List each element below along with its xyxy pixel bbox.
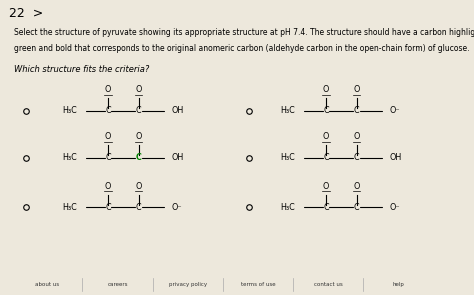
Text: O: O — [105, 182, 111, 191]
Text: H₃C: H₃C — [280, 106, 295, 115]
Text: O: O — [354, 132, 360, 141]
Text: C: C — [323, 106, 328, 115]
Text: O: O — [354, 85, 360, 94]
Text: help: help — [392, 282, 404, 287]
Text: O: O — [105, 85, 111, 94]
Text: Which structure fits the criteria?: Which structure fits the criteria? — [14, 65, 150, 74]
Text: C: C — [323, 203, 328, 212]
Text: O: O — [136, 132, 142, 141]
Text: H₃C: H₃C — [62, 203, 77, 212]
Text: contact us: contact us — [314, 282, 342, 287]
Text: O: O — [323, 182, 329, 191]
Text: OH: OH — [172, 153, 184, 162]
Text: C: C — [136, 203, 141, 212]
Text: C: C — [354, 153, 359, 162]
Text: Select the structure of pyruvate showing its appropriate structure at pH 7.4. Th: Select the structure of pyruvate showing… — [14, 28, 474, 37]
Text: O: O — [323, 85, 329, 94]
Text: H₃C: H₃C — [280, 153, 295, 162]
Text: O: O — [354, 182, 360, 191]
Text: O⁻: O⁻ — [390, 203, 401, 212]
Text: O: O — [136, 85, 142, 94]
Text: C: C — [105, 106, 110, 115]
Text: O⁻: O⁻ — [390, 106, 401, 115]
Text: H₃C: H₃C — [62, 153, 77, 162]
Text: C: C — [136, 106, 141, 115]
Text: C: C — [105, 203, 110, 212]
Text: C: C — [105, 153, 110, 162]
Text: O: O — [136, 182, 142, 191]
Text: O⁻: O⁻ — [172, 203, 182, 212]
Text: H₃C: H₃C — [62, 106, 77, 115]
Text: careers: careers — [107, 282, 128, 287]
Text: OH: OH — [390, 153, 402, 162]
Text: OH: OH — [172, 106, 184, 115]
Text: H₃C: H₃C — [280, 203, 295, 212]
Text: O: O — [105, 132, 111, 141]
Text: C: C — [136, 153, 142, 162]
Text: terms of use: terms of use — [240, 282, 275, 287]
Text: C: C — [323, 153, 328, 162]
Text: C: C — [354, 106, 359, 115]
Text: C: C — [354, 203, 359, 212]
Text: O: O — [323, 132, 329, 141]
Text: green and bold that corresponds to the original anomeric carbon (aldehyde carbon: green and bold that corresponds to the o… — [14, 44, 470, 53]
Text: privacy policy: privacy policy — [169, 282, 207, 287]
Text: 22  >: 22 > — [9, 7, 44, 20]
Text: about us: about us — [36, 282, 59, 287]
